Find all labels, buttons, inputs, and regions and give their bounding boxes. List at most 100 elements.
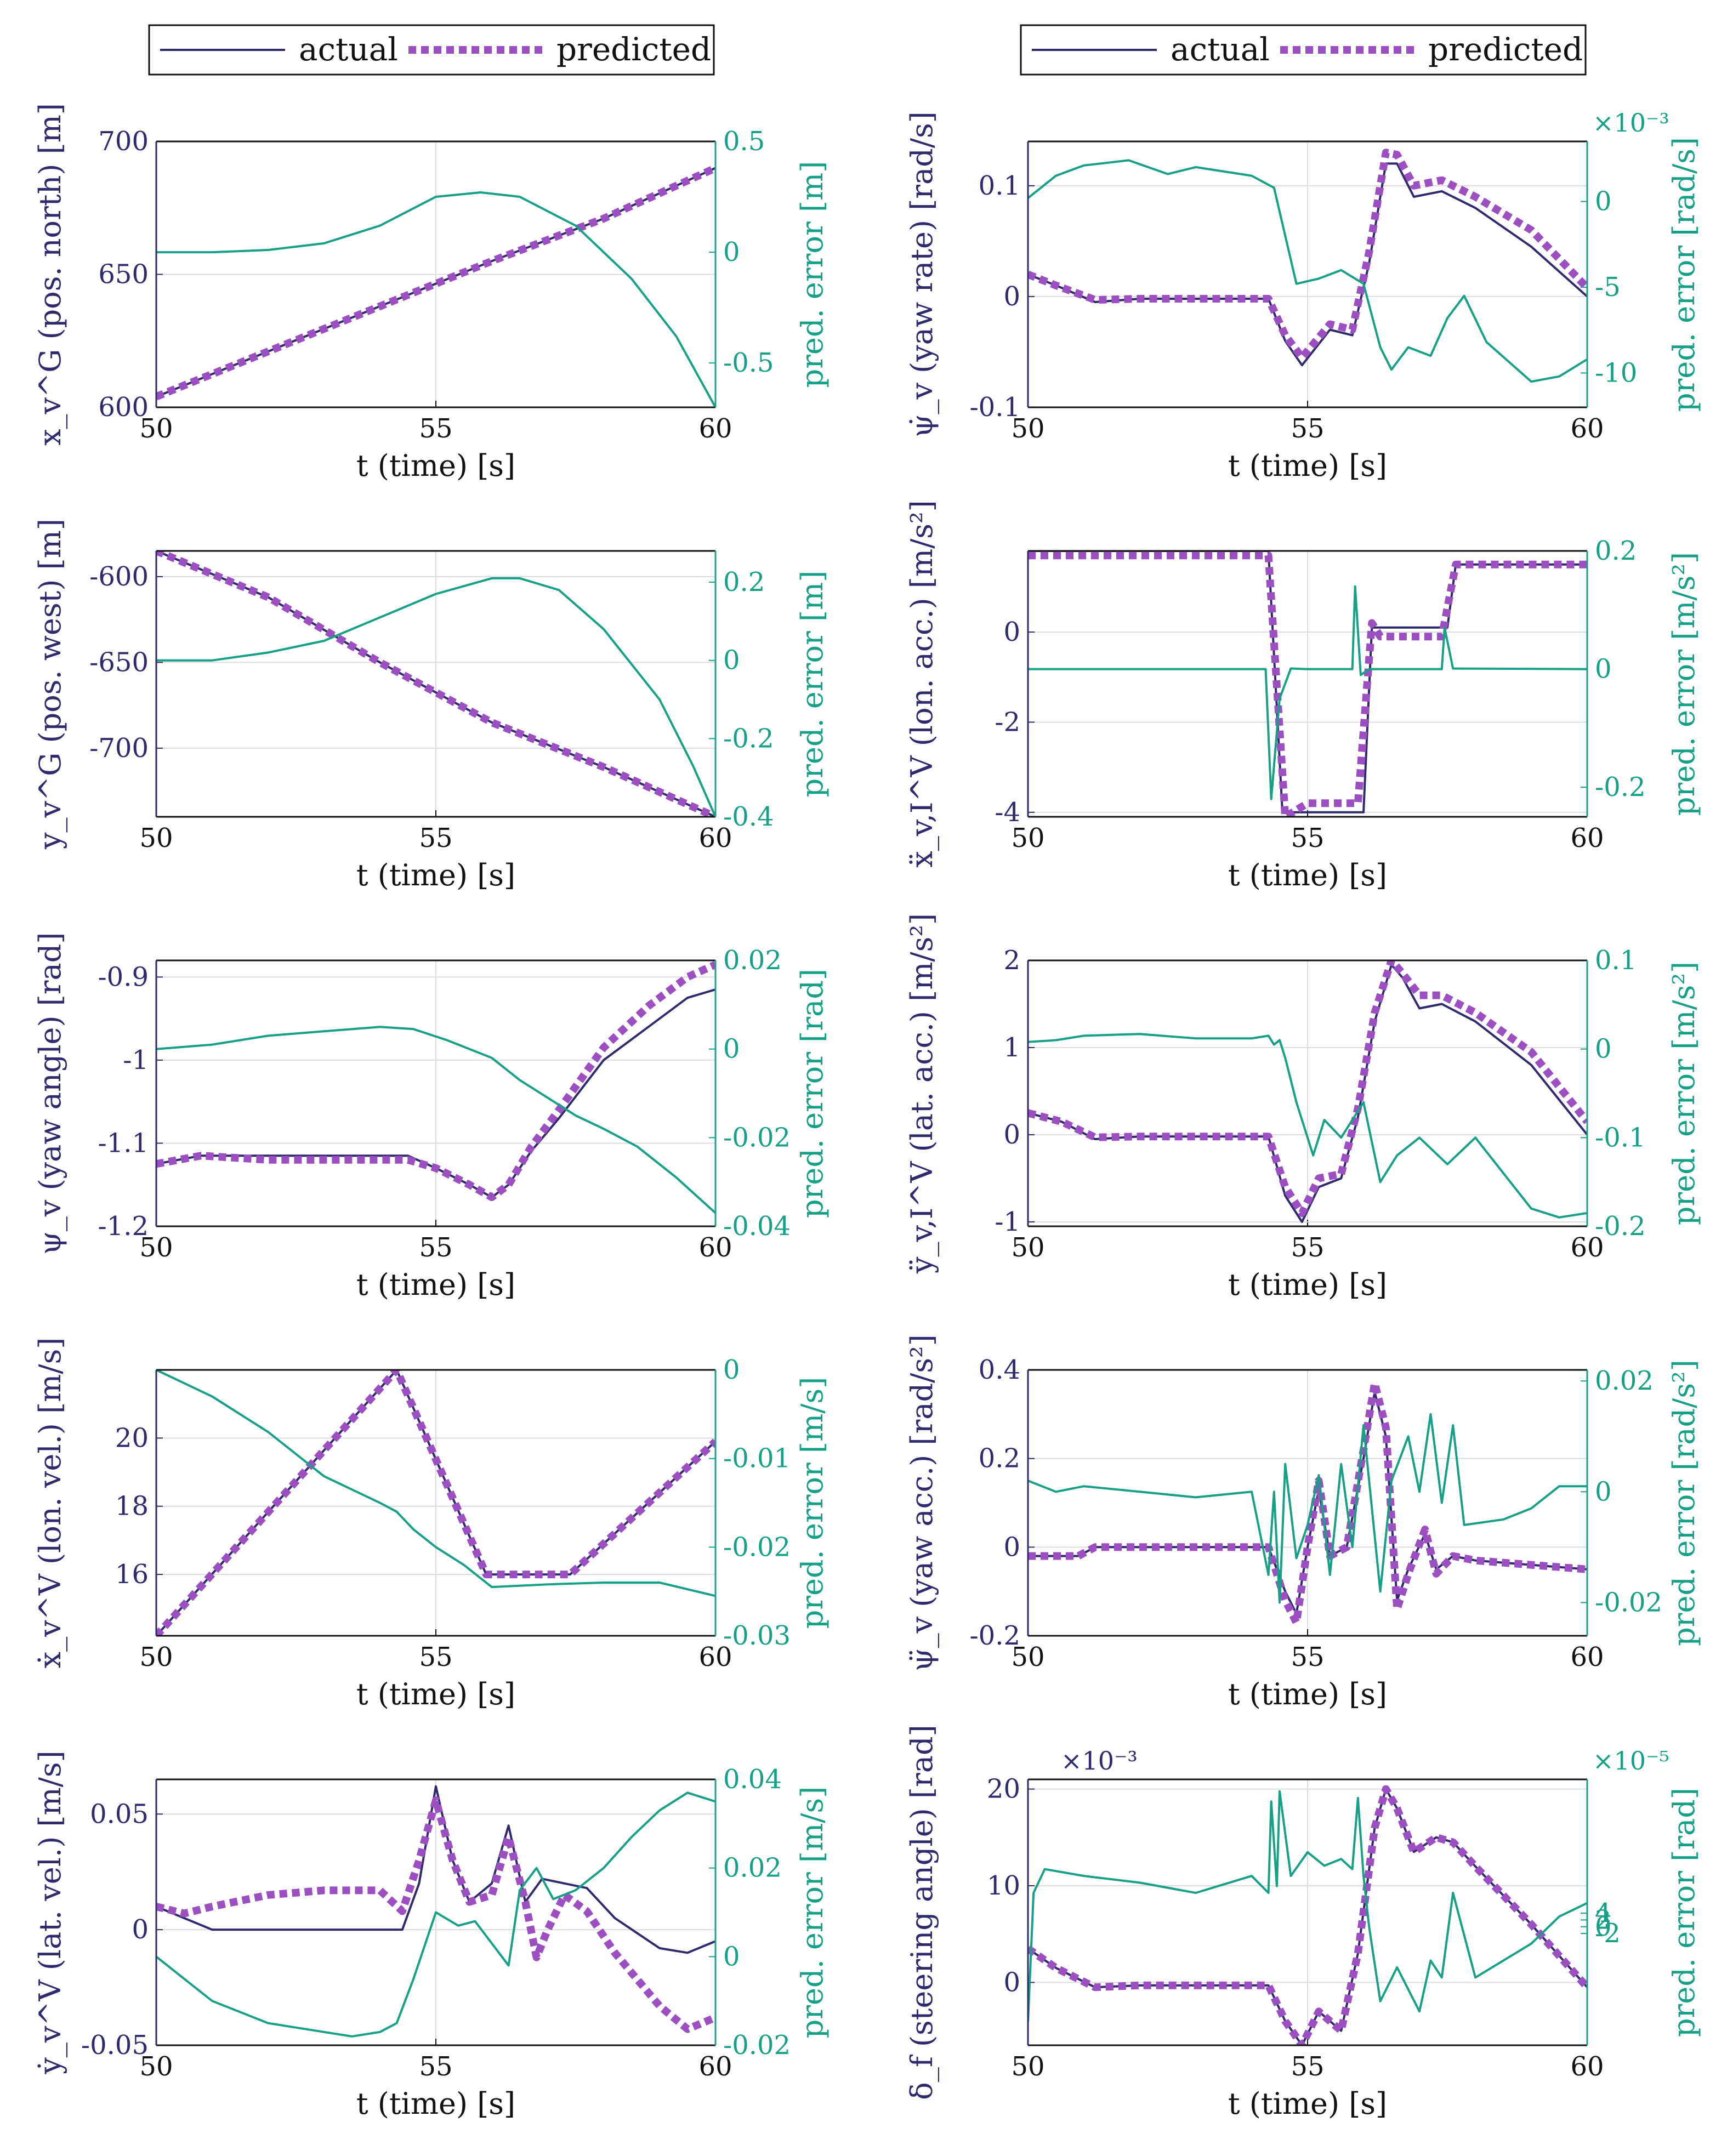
series-line-pred-error bbox=[1028, 159, 1587, 383]
y-tick-label-right: 0.04 bbox=[723, 1764, 782, 1795]
series-line-predicted bbox=[1028, 149, 1587, 362]
y-tick-label-right: 0.1 bbox=[1595, 945, 1637, 976]
x-axis-label: t (time) [s] bbox=[1228, 448, 1387, 483]
y-tick-label-left: 20 bbox=[115, 1423, 149, 1453]
y-axis-label-left: x_v^G (pos. north) [m] bbox=[33, 103, 67, 446]
x-tick-label: 60 bbox=[698, 823, 732, 854]
y-tick-label-right: -0.4 bbox=[723, 801, 774, 832]
y-tick-label-right: -0.02 bbox=[723, 1122, 791, 1153]
y-tick-label-left: 650 bbox=[98, 259, 149, 290]
y-tick-label-right: 0 bbox=[723, 1941, 740, 1972]
x-axis-label: t (time) [s] bbox=[356, 1267, 515, 1302]
y-tick-label-left: 10 bbox=[987, 1870, 1020, 1901]
x-tick-label: 55 bbox=[1291, 413, 1324, 444]
y-tick-label-left: -0.05 bbox=[81, 2030, 149, 2061]
y-axis-label-right: pred. error [rad] bbox=[1667, 1788, 1701, 2037]
x-axis-label: t (time) [s] bbox=[1228, 2086, 1387, 2121]
x-tick-label: 60 bbox=[698, 413, 732, 444]
y-tick-label-right: 0 bbox=[723, 645, 740, 676]
x-tick-label: 55 bbox=[419, 413, 452, 444]
series-line-actual bbox=[156, 1785, 715, 1954]
x-tick-label: 60 bbox=[1570, 823, 1604, 854]
x-tick-label: 50 bbox=[139, 823, 173, 854]
series-line-pred-error bbox=[156, 191, 715, 407]
x-tick-label: 55 bbox=[1291, 1642, 1324, 1673]
y-axis-label-left: ψ̈_v (yaw acc.) [rad/s²] bbox=[905, 1334, 939, 1671]
x-axis-label: t (time) [s] bbox=[356, 2086, 515, 2121]
x-axis-label: t (time) [s] bbox=[356, 1677, 515, 1711]
y-axis-label-right: pred. error [m/s] bbox=[795, 1787, 830, 2039]
y-tick-label-left: 1 bbox=[1003, 1032, 1020, 1063]
y-tick-label-right: 0.5 bbox=[723, 126, 765, 157]
y-tick-label-right: -0.2 bbox=[1595, 1211, 1646, 1242]
y-tick-label-left: 600 bbox=[98, 392, 149, 423]
series-line-pred-error bbox=[1028, 1033, 1587, 1219]
chart-panel-3: 50 55 60 -700 -650 -600 -0.4 -0.2 0 0.2 t (time) [… bbox=[33, 519, 830, 892]
y-tick-label-left: 0 bbox=[1003, 1532, 1020, 1562]
y-tick-label-right: 0 bbox=[1595, 1034, 1612, 1065]
y-tick-label-left: -1 bbox=[123, 1045, 149, 1076]
x-tick-label: 60 bbox=[698, 1232, 732, 1263]
y-tick-label-right: -0.5 bbox=[723, 348, 774, 378]
series-line-predicted bbox=[1028, 1379, 1587, 1626]
y-tick-label-right: -2 bbox=[1595, 1918, 1621, 1949]
y-tick-label-left: -700 bbox=[89, 733, 149, 764]
chart-panel-4: 50 55 60 -4 -2 0 -0.2 0 0.2 t (time) [s] ẍ_v,I^V (… bbox=[905, 500, 1701, 892]
y-tick-label-right: -0.1 bbox=[1595, 1122, 1646, 1153]
y-tick-label-right: -5 bbox=[1595, 272, 1621, 303]
chart-panel-5: 50 55 60 -1.2 -1.1 -1 -0.9 -0.04 -0.02 0 0.02 t (ti… bbox=[33, 932, 830, 1302]
y-axis-label-left: δ_f (steering angle) [rad] bbox=[905, 1725, 939, 2100]
y-tick-label-right: 0 bbox=[1595, 654, 1612, 685]
y-tick-label-left: -0.2 bbox=[969, 1620, 1020, 1651]
y-axis-label-right: pred. error [rad] bbox=[795, 969, 830, 1218]
y-tick-label-left: -650 bbox=[89, 647, 149, 678]
series-line-pred-error bbox=[1028, 585, 1587, 800]
y-axis-label-left: ψ̇_v (yaw rate) [rad/s] bbox=[905, 111, 939, 437]
y-tick-label-left: -1.2 bbox=[98, 1211, 149, 1242]
x-tick-label: 60 bbox=[698, 2051, 732, 2082]
series-line-actual bbox=[156, 167, 715, 398]
x-tick-label: 50 bbox=[1011, 1232, 1044, 1263]
series-line-predicted bbox=[156, 1370, 715, 1636]
sci-exponent-right: ×10⁻³ bbox=[1593, 108, 1669, 138]
x-tick-label: 60 bbox=[698, 1642, 732, 1673]
y-axis-label-right: pred. error [m] bbox=[795, 161, 830, 388]
x-tick-label: 60 bbox=[1570, 413, 1604, 444]
legend-right: actual predicted bbox=[1020, 24, 1587, 76]
series-line-predicted bbox=[156, 1796, 715, 2033]
series-line-pred-error bbox=[1028, 1413, 1587, 1604]
y-axis-label-right: pred. error [rad/s] bbox=[1667, 137, 1701, 412]
legend-actual-label: actual bbox=[299, 31, 398, 68]
y-axis-label-left: ψ_v (yaw angle) [rad] bbox=[33, 932, 67, 1255]
y-tick-label-left: 16 bbox=[115, 1559, 149, 1590]
y-tick-label-left: 0 bbox=[1003, 1119, 1020, 1150]
legend-actual-label: actual bbox=[1171, 31, 1270, 68]
series-line-predicted bbox=[1028, 1785, 1587, 2045]
y-tick-label-left: 0.05 bbox=[90, 1799, 149, 1829]
sci-exponent-right: ×10⁻⁵ bbox=[1593, 1746, 1669, 1776]
y-tick-label-right: -0.2 bbox=[723, 723, 774, 754]
x-tick-label: 55 bbox=[1291, 1232, 1324, 1263]
x-axis-label: t (time) [s] bbox=[356, 858, 515, 892]
y-tick-label-left: 0.1 bbox=[979, 170, 1020, 201]
x-tick-label: 50 bbox=[139, 1642, 173, 1673]
y-tick-label-left: -4 bbox=[995, 797, 1020, 828]
y-axis-label-right: pred. error [m/s²] bbox=[1667, 552, 1701, 816]
series-line-predicted bbox=[156, 961, 715, 1201]
x-axis-label: t (time) [s] bbox=[1228, 1677, 1387, 1711]
x-tick-label: 60 bbox=[1570, 2051, 1604, 2082]
chart-panel-9: 50 55 60 -0.05 0 0.05 -0.02 0 0.02 0.04 t (time) [… bbox=[33, 1750, 830, 2121]
y-axis-label-left: y_v^G (pos. west) [m] bbox=[33, 519, 67, 850]
legend-left: actual predicted bbox=[148, 24, 715, 76]
x-tick-label: 55 bbox=[419, 1232, 452, 1263]
x-tick-label: 50 bbox=[1011, 413, 1044, 444]
y-tick-label-right: 0 bbox=[1595, 1912, 1612, 1942]
y-tick-label-right: 0.2 bbox=[723, 567, 765, 598]
x-tick-label: 55 bbox=[419, 1642, 452, 1673]
series-line-pred-error bbox=[156, 1026, 715, 1214]
y-tick-label-right: -0.02 bbox=[723, 2030, 791, 2061]
x-axis-label: t (time) [s] bbox=[1228, 858, 1387, 892]
y-tick-label-right: 0.2 bbox=[1595, 536, 1637, 566]
chart-panel-2: 50 55 60 -0.1 0 0.1 -10 -5 0 ×10⁻³ t (time) [s] ψ̇_… bbox=[905, 108, 1701, 483]
y-tick-label-right: 0.02 bbox=[723, 945, 782, 976]
